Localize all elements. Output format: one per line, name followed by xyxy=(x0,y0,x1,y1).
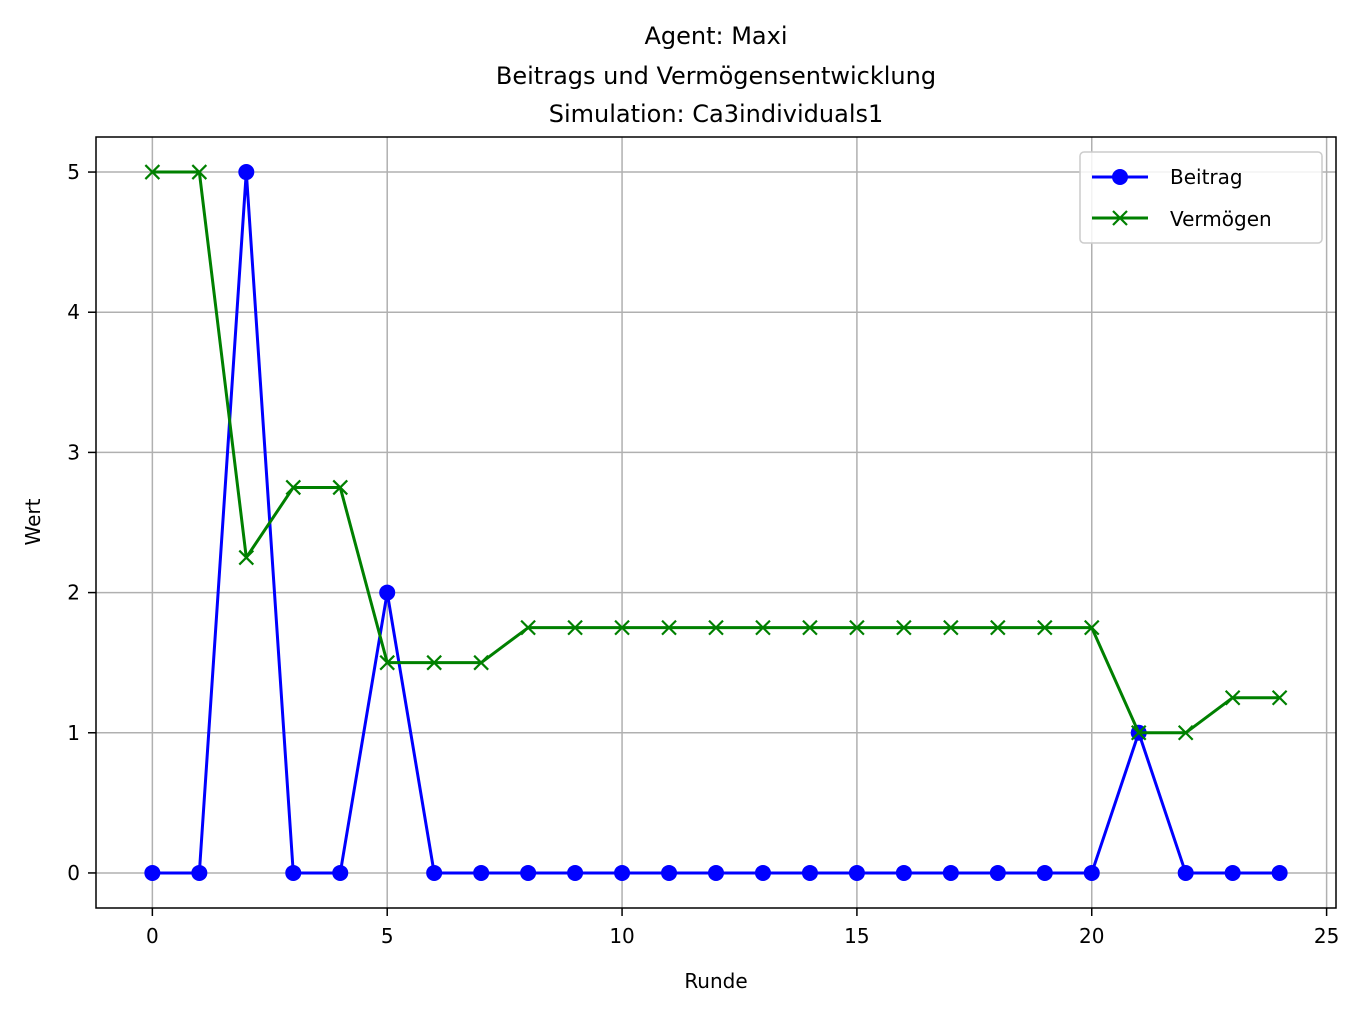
data-point-vermoegen xyxy=(238,549,255,566)
data-point-vermoegen xyxy=(332,479,349,496)
data-point-beitrag xyxy=(1083,864,1100,881)
data-point-beitrag xyxy=(379,584,396,601)
data-point-vermoegen xyxy=(943,619,959,636)
title-line-1: Agent: Maxi xyxy=(644,22,787,50)
data-point-beitrag xyxy=(1271,864,1288,881)
data-point-vermoegen xyxy=(1271,689,1288,706)
y-tick-label: 4 xyxy=(67,300,80,324)
data-point-beitrag xyxy=(144,864,161,881)
data-point-beitrag xyxy=(1036,864,1053,881)
data-point-vermoegen xyxy=(708,619,724,636)
data-point-beitrag xyxy=(1224,864,1241,881)
data-point-beitrag xyxy=(567,864,584,881)
y-tick-label: 2 xyxy=(67,581,80,605)
legend-marker-beitrag xyxy=(1112,169,1128,185)
legend-marker-vermoegen xyxy=(1112,210,1128,226)
data-point-vermoegen xyxy=(1037,619,1053,636)
data-point-beitrag xyxy=(801,864,818,881)
chart-title: Agent: Maxi Beitrags und Vermögensentwic… xyxy=(496,22,936,128)
title-line-2: Beitrags und Vermögensentwicklung xyxy=(496,62,936,90)
data-point-vermoegen xyxy=(520,619,536,636)
data-point-vermoegen xyxy=(849,619,865,636)
data-point-vermoegen xyxy=(473,654,489,671)
legend-label-vermoegen: Vermögen xyxy=(1170,207,1272,231)
data-point-vermoegen xyxy=(1083,619,1100,636)
data-point-beitrag xyxy=(520,864,537,881)
y-tick-label: 5 xyxy=(67,160,80,184)
data-point-vermoegen xyxy=(379,654,395,671)
data-point-vermoegen xyxy=(191,164,208,180)
data-point-vermoegen xyxy=(567,619,583,636)
data-point-vermoegen xyxy=(285,479,302,496)
data-point-beitrag xyxy=(754,864,771,881)
x-axis-label: Runde xyxy=(684,969,747,993)
data-point-vermoegen xyxy=(896,619,912,636)
legend-label-beitrag: Beitrag xyxy=(1170,165,1243,189)
data-point-vermoegen xyxy=(1224,689,1241,706)
data-point-vermoegen xyxy=(426,654,442,671)
data-point-beitrag xyxy=(614,864,631,881)
data-point-beitrag xyxy=(895,864,912,881)
data-point-vermoegen xyxy=(1177,724,1194,741)
plot-area-frame xyxy=(95,136,1337,909)
data-point-beitrag xyxy=(238,164,255,181)
y-axis-ticks: 0 1 2 3 4 5 xyxy=(67,160,96,885)
x-tick-label: 0 xyxy=(146,924,159,948)
data-point-beitrag xyxy=(285,864,302,881)
x-tick-label: 10 xyxy=(609,924,634,948)
data-point-beitrag xyxy=(1177,864,1194,881)
data-point-beitrag xyxy=(661,864,678,881)
data-point-vermoegen xyxy=(661,619,677,636)
data-point-vermoegen xyxy=(755,619,771,636)
data-point-vermoegen xyxy=(990,619,1006,636)
title-line-3: Simulation: Ca3individuals1 xyxy=(549,100,884,128)
data-point-vermoegen xyxy=(1130,724,1147,741)
series-layer xyxy=(144,164,1288,881)
y-tick-label: 1 xyxy=(67,721,80,745)
x-axis-ticks: 0 5 10 15 20 25 xyxy=(146,908,1339,948)
legend: Beitrag Vermögen xyxy=(1079,151,1323,244)
x-tick-label: 15 xyxy=(844,924,869,948)
data-point-beitrag xyxy=(989,864,1006,881)
data-point-beitrag xyxy=(191,864,208,881)
y-tick-label: 3 xyxy=(67,440,80,464)
data-point-beitrag xyxy=(426,864,443,881)
data-point-beitrag xyxy=(848,864,865,881)
y-axis-label: Wert xyxy=(21,498,45,545)
data-point-beitrag xyxy=(942,864,959,881)
data-point-vermoegen xyxy=(144,164,161,180)
x-tick-label: 25 xyxy=(1314,924,1339,948)
legend-frame xyxy=(1079,151,1323,244)
x-tick-label: 20 xyxy=(1079,924,1104,948)
data-point-beitrag xyxy=(708,864,724,881)
data-point-beitrag xyxy=(332,864,349,881)
x-tick-label: 5 xyxy=(381,924,394,948)
data-point-beitrag xyxy=(473,864,490,881)
series-vermoegen xyxy=(144,164,1288,741)
y-tick-label: 0 xyxy=(67,861,80,885)
data-point-vermoegen xyxy=(614,619,630,636)
data-point-vermoegen xyxy=(802,619,818,636)
